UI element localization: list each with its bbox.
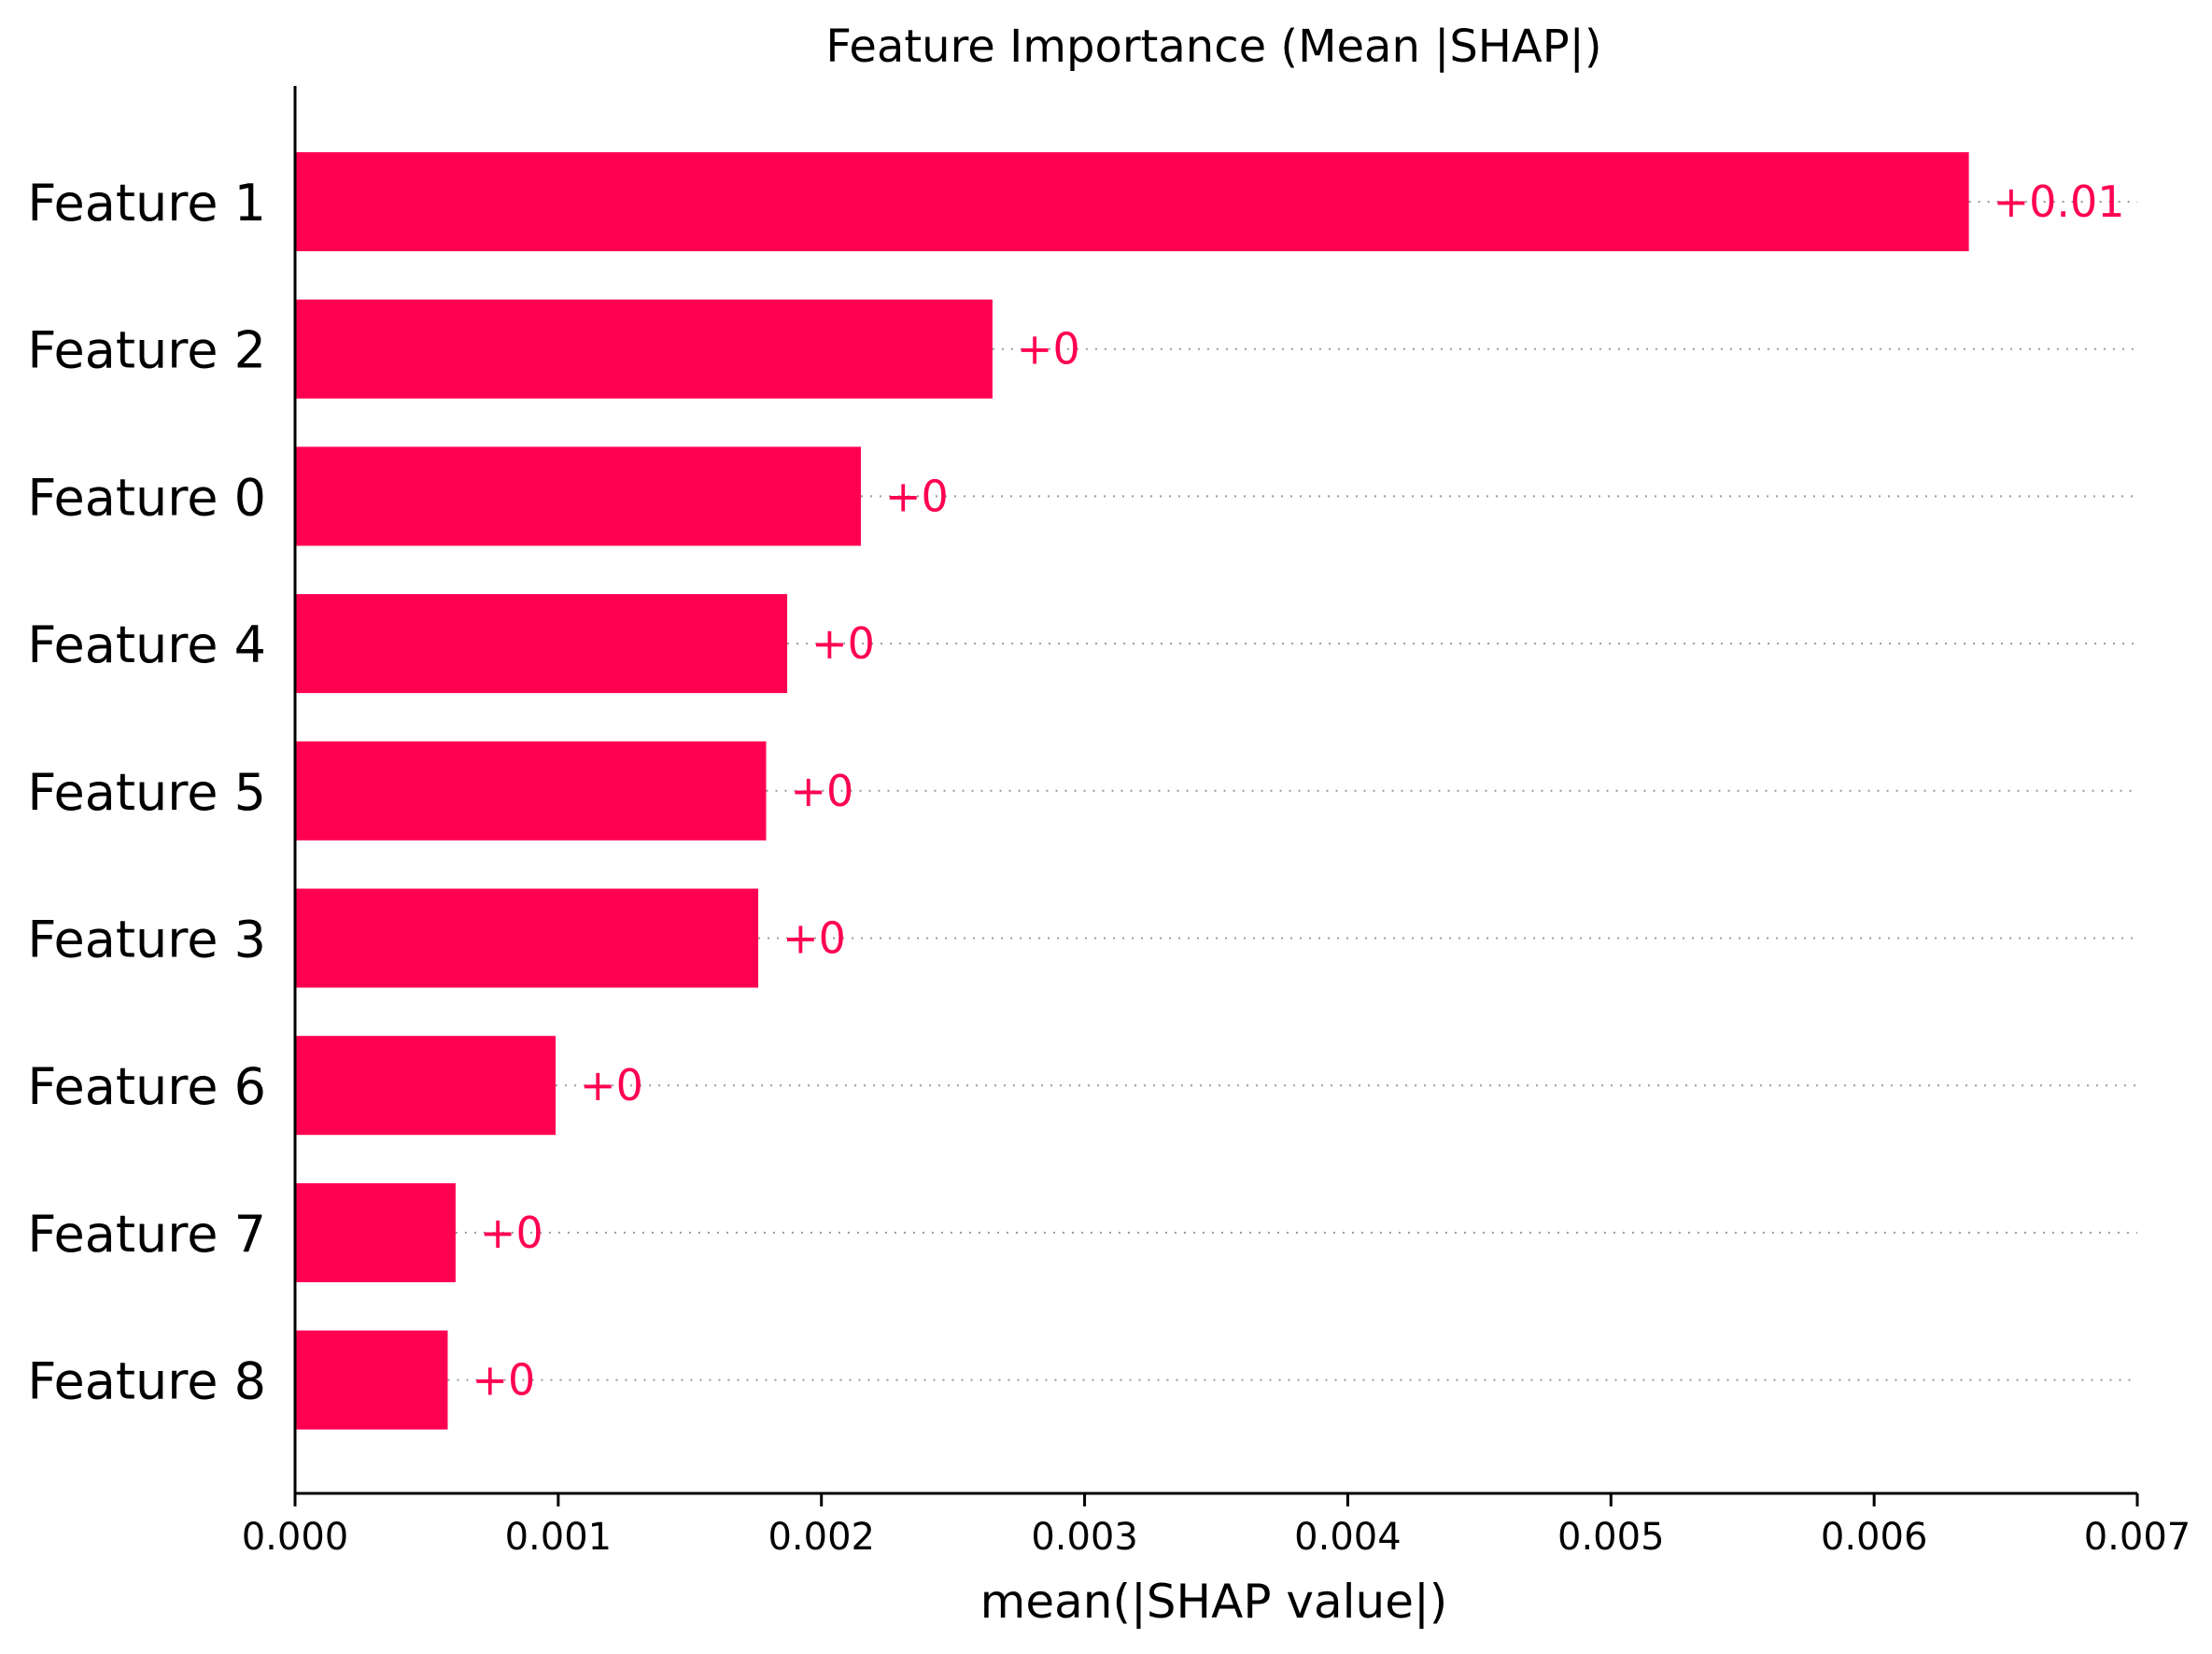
x-tick-label: 0.001 — [505, 1516, 613, 1559]
x-tick-label: 0.002 — [768, 1516, 875, 1559]
x-tick-label: 0.004 — [1294, 1516, 1402, 1559]
bar — [295, 446, 861, 546]
category-label: Feature 7 — [27, 1205, 266, 1264]
category-label: Feature 1 — [27, 174, 266, 233]
category-label: Feature 3 — [27, 911, 266, 969]
category-labels: Feature 1 Feature 2 Feature 0 Feature 4 Feat… — [27, 174, 266, 1411]
chart-title: Feature Importance (Mean |SHAP|) — [825, 21, 1601, 73]
bar — [295, 152, 1969, 251]
category-label: Feature 5 — [27, 763, 266, 822]
category-label: Feature 2 — [27, 321, 266, 380]
value-label: +0 — [885, 471, 949, 521]
value-label: +0.01 — [1994, 177, 2125, 227]
category-label: Feature 6 — [27, 1057, 266, 1116]
value-label: +0 — [580, 1060, 643, 1110]
x-tick-label: 0.000 — [242, 1516, 349, 1559]
value-label: +0 — [472, 1355, 535, 1406]
value-label: +0 — [1017, 324, 1080, 375]
x-axis-label: mean(|SHAP value|) — [980, 1575, 1448, 1629]
value-label: +0 — [480, 1208, 543, 1258]
bar — [295, 594, 788, 694]
value-label: +0 — [811, 618, 875, 669]
x-tick-label: 0.007 — [2084, 1516, 2191, 1559]
x-tick-label: 0.006 — [1821, 1516, 1928, 1559]
value-label: +0 — [791, 766, 854, 816]
value-labels: +0.01 +0 +0 +0 +0 +0 +0 +0 +0 — [472, 177, 2124, 1406]
bar — [295, 1330, 448, 1430]
value-label: +0 — [782, 913, 846, 964]
x-axis-ticks: 0.000 0.001 0.002 0.003 0.004 0.005 0.006 0.007 — [242, 1493, 2191, 1559]
bar — [295, 1036, 557, 1136]
bar — [295, 741, 767, 841]
bar — [295, 888, 759, 988]
bars — [295, 152, 1969, 1430]
bar — [295, 299, 993, 399]
x-tick-label: 0.005 — [1557, 1516, 1665, 1559]
category-label: Feature 0 — [27, 468, 266, 527]
category-label: Feature 8 — [27, 1352, 266, 1411]
x-tick-label: 0.003 — [1031, 1516, 1138, 1559]
category-label: Feature 4 — [27, 615, 266, 674]
bar — [295, 1182, 456, 1282]
row-guides — [447, 201, 2137, 1381]
